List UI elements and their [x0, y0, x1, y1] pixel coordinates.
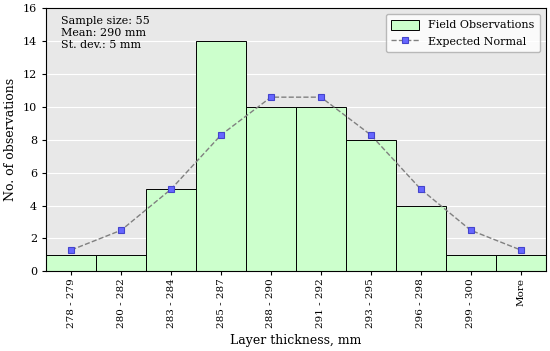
Bar	[396, 206, 446, 271]
Y-axis label: No. of observations: No. of observations	[4, 78, 18, 201]
Legend: Field Observations, Expected Normal: Field Observations, Expected Normal	[386, 14, 540, 52]
Text: Sample size: 55
Mean: 290 mm
St. dev.: 5 mm: Sample size: 55 Mean: 290 mm St. dev.: 5…	[61, 16, 150, 49]
Bar	[46, 255, 96, 271]
Bar	[346, 140, 396, 271]
Bar	[196, 41, 246, 271]
Bar	[146, 189, 196, 271]
Bar	[496, 255, 546, 271]
Bar	[96, 255, 146, 271]
Bar	[246, 107, 296, 271]
Bar	[446, 255, 496, 271]
Bar	[296, 107, 346, 271]
X-axis label: Layer thickness, mm: Layer thickness, mm	[230, 333, 361, 346]
